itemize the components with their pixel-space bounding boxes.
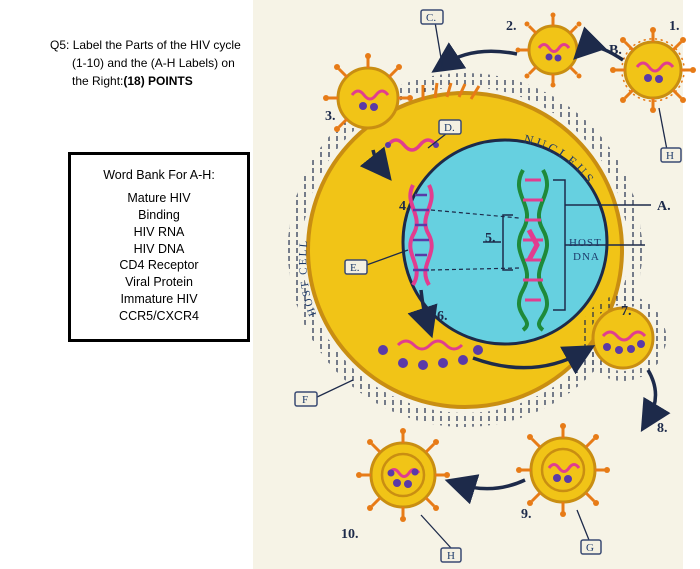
virus-1: [610, 27, 696, 113]
svg-text:H: H: [666, 150, 674, 162]
svg-text:C.: C.: [426, 12, 436, 24]
question-line1: Q5:: [50, 38, 73, 52]
diagram-panel: NUCLEUS HOST CELL HOST DNA C. D. E. F H …: [253, 0, 700, 569]
word-bank-item: HIV RNA: [79, 224, 239, 241]
hostdna-label2: DNA: [573, 251, 600, 263]
svg-text:B.: B.: [609, 43, 622, 58]
question-line1b: Label the Parts of the HIV cycle: [73, 38, 241, 52]
svg-text:3.: 3.: [325, 109, 336, 124]
question-line3a: the Right:: [72, 72, 123, 90]
word-bank-item: HIV DNA: [79, 241, 239, 258]
question-line2: (1-10) and the (A-H Labels) on: [72, 54, 235, 72]
svg-text:10.: 10.: [341, 527, 359, 542]
virus-2: [516, 13, 591, 88]
word-bank-item: Mature HIV: [79, 190, 239, 207]
svg-text:E.: E.: [350, 262, 360, 274]
svg-text:5.: 5.: [485, 231, 496, 246]
hostdna-label1: HOST: [569, 237, 602, 249]
svg-text:7.: 7.: [621, 304, 632, 319]
word-bank-item: Binding: [79, 207, 239, 224]
svg-text:1.: 1.: [669, 19, 680, 34]
svg-text:9.: 9.: [521, 507, 532, 522]
svg-text:G: G: [586, 542, 594, 554]
svg-text:H: H: [447, 550, 455, 562]
svg-text:6.: 6.: [437, 309, 448, 324]
svg-text:A.: A.: [657, 199, 671, 214]
hiv-cycle-diagram: NUCLEUS HOST CELL HOST DNA C. D. E. F H …: [253, 0, 700, 569]
word-bank-title: Word Bank For A-H:: [79, 167, 239, 184]
virus-10-mature: [356, 428, 450, 522]
left-panel: Q5: Label the Parts of the HIV cycle (1-…: [0, 0, 252, 569]
question-points: (18) POINTS: [123, 74, 192, 88]
word-bank-item: CD4 Receptor: [79, 257, 239, 274]
word-bank-item: Immature HIV: [79, 291, 239, 308]
svg-text:F: F: [302, 394, 308, 406]
virus-9-immature: [516, 423, 610, 517]
word-bank: Word Bank For A-H: Mature HIV Binding HI…: [68, 152, 250, 342]
word-bank-item: CCR5/CXCR4: [79, 308, 239, 325]
svg-text:2.: 2.: [506, 19, 517, 34]
question-text: Q5: Label the Parts of the HIV cycle (1-…: [50, 36, 250, 90]
svg-text:4.: 4.: [399, 199, 410, 214]
svg-text:D.: D.: [444, 122, 455, 134]
word-bank-item: Viral Protein: [79, 274, 239, 291]
svg-text:8.: 8.: [657, 421, 668, 436]
